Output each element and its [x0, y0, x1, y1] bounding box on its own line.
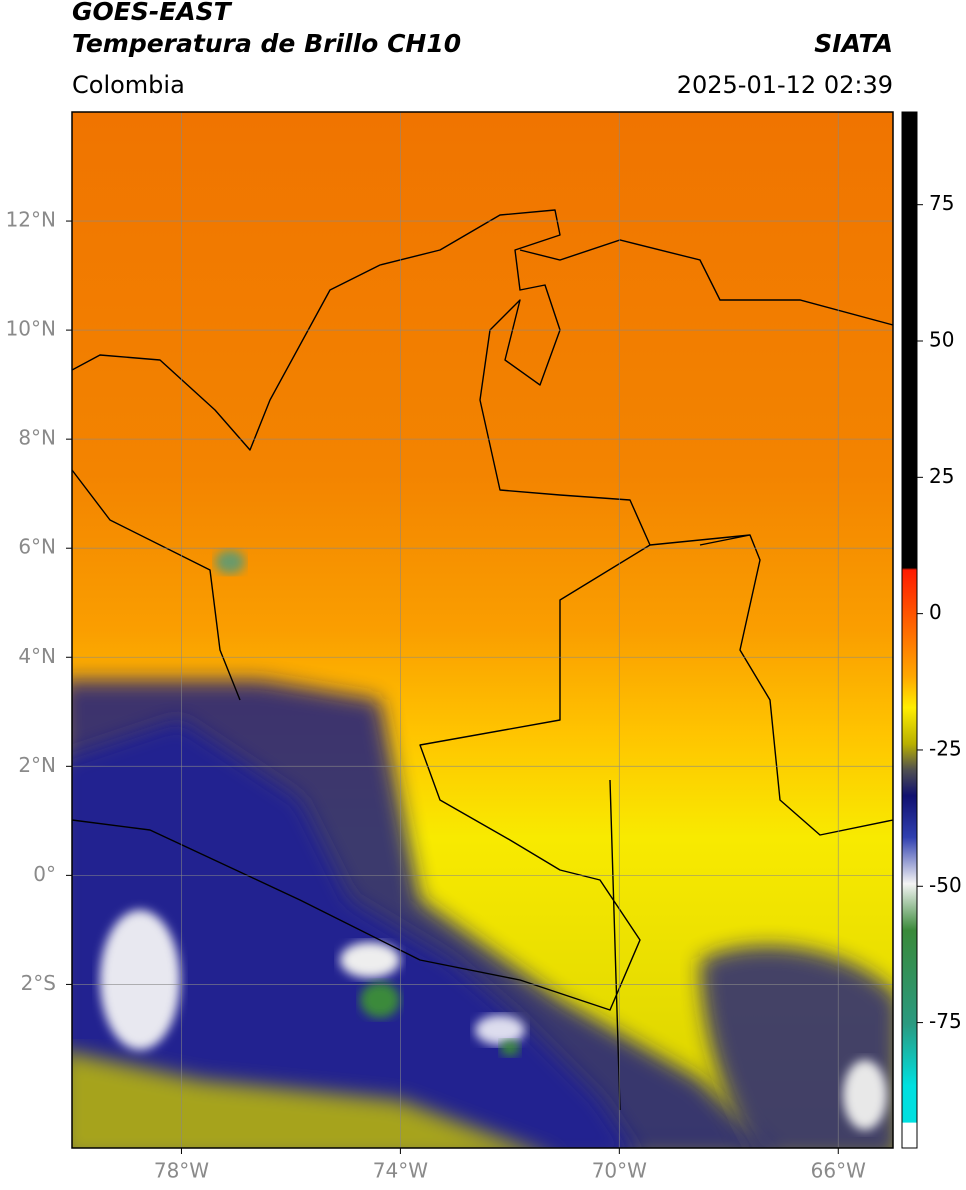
map-frame [71, 111, 894, 1149]
y-tick-label: 10°N [6, 317, 56, 341]
datetime: 2025-01-12 02:39 [677, 71, 893, 99]
colorbar [901, 111, 918, 1149]
region: Colombia [72, 71, 185, 99]
x-tick-label: 66°W [811, 1159, 866, 1183]
colorbar-tick-label: 50 [929, 328, 954, 352]
colorbar-tick-label: -50 [929, 873, 962, 897]
source: SIATA [814, 29, 893, 58]
y-tick-label: 8°N [18, 426, 56, 450]
satellite-image [72, 112, 893, 1148]
x-tick-label: 70°W [592, 1159, 647, 1183]
graticule [72, 112, 893, 1148]
title: GOES-EAST [72, 0, 233, 26]
y-tick-label: 12°N [6, 208, 56, 232]
colorbar-tick-label: -75 [929, 1009, 962, 1033]
colorbar-tick-label: -25 [929, 736, 962, 760]
colorbar-tick-label: 75 [929, 191, 954, 215]
y-tick-label: 6°N [18, 535, 56, 559]
x-tick-label: 78°W [154, 1159, 209, 1183]
y-tick-label: 0° [33, 862, 56, 886]
y-tick-label: 2°S [21, 971, 56, 995]
colorbar-tick-label: 0 [929, 600, 942, 624]
y-tick-label: 4°N [18, 644, 56, 668]
subtitle: Temperatura de Brillo CH10 [72, 29, 461, 58]
y-tick-label: 2°N [18, 753, 56, 777]
x-tick-label: 74°W [373, 1159, 428, 1183]
colorbar-tick-label: 25 [929, 464, 954, 488]
